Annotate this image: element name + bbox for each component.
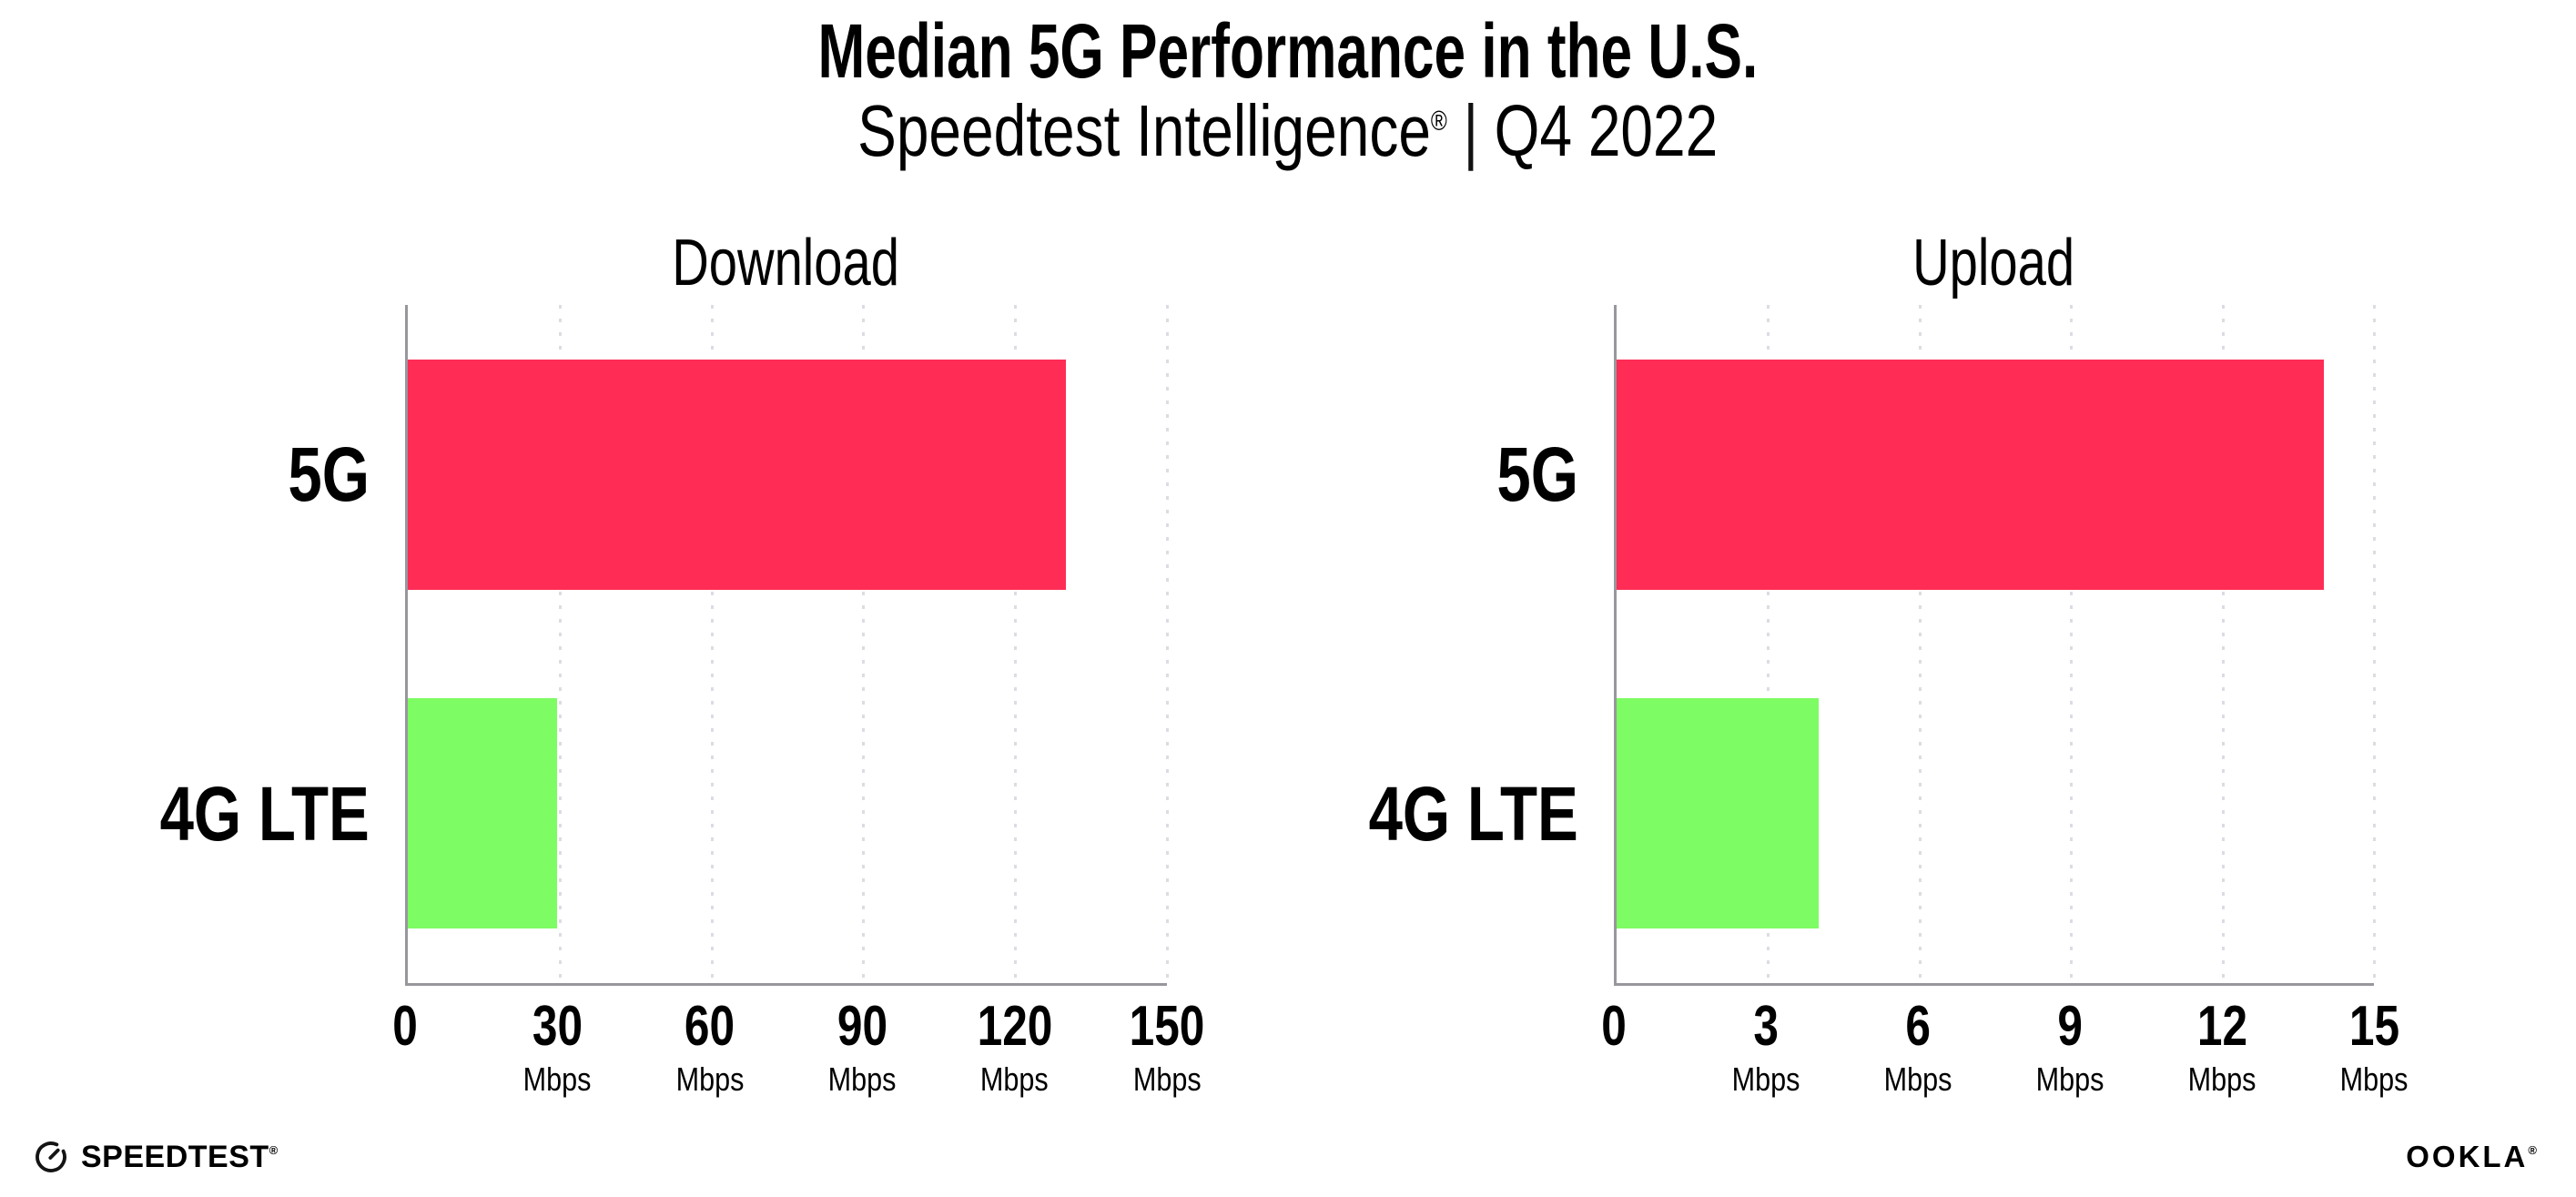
x-tick-unit: Mbps: [1883, 1060, 1952, 1099]
x-tick-90: 90 Mbps: [822, 997, 902, 1098]
x-tick-unit: Mbps: [1132, 1060, 1202, 1099]
upload-chart-title: Upload: [1614, 218, 2374, 305]
gridline: [2221, 305, 2225, 983]
speedtest-wordmark-text: SPEEDTEST: [81, 1140, 269, 1174]
page-subtitle-text: Speedtest Intelligence® | Q4 2022: [857, 91, 1718, 171]
upload-chart: Upload 5G 4G LTE 0 3 Mbps 6 Mbps 9 Mbps 12 Mbps 15…: [1369, 218, 2409, 1129]
x-tick-value: 9: [2057, 995, 2083, 1058]
x-tick-15: 15 Mbps: [2334, 997, 2414, 1098]
bar-4g-lte: [408, 698, 558, 929]
ookla-logo: OOKLA®: [2406, 1141, 2540, 1172]
speedtest-registered-icon: ®: [269, 1143, 279, 1157]
ookla-registered-icon: ®: [2528, 1143, 2540, 1157]
x-tick-value: 12: [2196, 995, 2247, 1058]
gridline: [710, 305, 714, 983]
page-subtitle: Speedtest Intelligence® | Q4 2022: [0, 91, 2576, 171]
x-tick-9: 9 Mbps: [2030, 997, 2110, 1098]
x-tick-unit: Mbps: [2035, 1060, 2104, 1099]
x-tick-60: 60 Mbps: [670, 997, 750, 1098]
upload-chart-title-text: Upload: [1912, 227, 2075, 299]
x-tick-unit: Mbps: [675, 1060, 745, 1099]
x-tick-value: 0: [392, 995, 418, 1058]
x-tick-unit: Mbps: [980, 1060, 1049, 1099]
category-label-5g: 5G: [1496, 431, 1578, 518]
x-tick-value: 60: [685, 995, 735, 1058]
x-tick-value: 150: [1129, 995, 1205, 1058]
x-tick-value: 0: [1601, 995, 1627, 1058]
upload-x-axis: 0 3 Mbps 6 Mbps 9 Mbps 12 Mbps 15 Mbps: [1601, 988, 2408, 1124]
subtitle-period: Q4 2022: [1495, 90, 1719, 171]
subtitle-brand: Speedtest Intelligence: [857, 90, 1432, 171]
category-label-5g: 5G: [288, 431, 370, 518]
page-title-text: Median 5G Performance in the U.S.: [817, 8, 1759, 94]
x-tick-120: 120 Mbps: [968, 997, 1061, 1098]
registered-trademark-icon: ®: [1431, 106, 1448, 137]
gridline: [1166, 305, 1169, 983]
x-tick-unit: Mbps: [522, 1060, 592, 1099]
speedtest-wordmark: SPEEDTEST®: [81, 1141, 279, 1172]
ookla-wordmark-text: OOKLA: [2406, 1140, 2529, 1173]
download-x-axis: 0 30 Mbps 60 Mbps 90 Mbps 120 Mbps 150 Mbps: [392, 988, 1204, 1124]
x-tick-unit: Mbps: [827, 1060, 897, 1099]
x-tick-6: 6 Mbps: [1878, 997, 1958, 1098]
x-tick-unit: Mbps: [1731, 1060, 1800, 1099]
category-label-4g-lte: 4G LTE: [159, 770, 370, 857]
page-title: Median 5G Performance in the U.S.: [0, 8, 2576, 94]
gridline: [1918, 305, 1922, 983]
x-tick-value: 90: [837, 995, 887, 1058]
x-tick-value: 120: [977, 995, 1052, 1058]
speedtest-logo: SPEEDTEST®: [33, 1139, 279, 1175]
x-tick-12: 12 Mbps: [2182, 997, 2262, 1098]
gridline: [2373, 305, 2376, 983]
download-chart: Download 5G 4G LTE 0 30 Mbps 60 Mbps 90 Mbps 120…: [160, 218, 1205, 1129]
bar-5g: [408, 359, 1066, 590]
upload-plot-area: 5G 4G LTE: [1369, 305, 2376, 986]
gridline: [862, 305, 866, 983]
gridline: [1014, 305, 1018, 983]
download-chart-title: Download: [405, 218, 1167, 305]
speedometer-gauge-icon: [35, 1141, 66, 1172]
x-tick-0: 0: [1598, 997, 1629, 1056]
x-tick-0: 0: [390, 997, 421, 1056]
x-tick-150: 150 Mbps: [1120, 997, 1213, 1098]
x-tick-30: 30 Mbps: [517, 997, 597, 1098]
x-tick-3: 3 Mbps: [1726, 997, 1806, 1098]
x-tick-unit: Mbps: [2187, 1060, 2257, 1099]
x-tick-value: 6: [1905, 995, 1931, 1058]
gridline: [1767, 305, 1770, 983]
x-tick-value: 30: [532, 995, 583, 1058]
x-tick-unit: Mbps: [2339, 1060, 2409, 1099]
download-plot-area: 5G 4G LTE: [160, 305, 1169, 986]
x-tick-value: 15: [2348, 995, 2399, 1058]
download-chart-title-text: Download: [672, 227, 900, 299]
gridline: [2070, 305, 2074, 983]
bar-5g: [1617, 359, 2324, 590]
x-tick-value: 3: [1753, 995, 1779, 1058]
subtitle-separator: |: [1463, 90, 1479, 171]
gridline: [558, 305, 562, 983]
category-label-4g-lte: 4G LTE: [1368, 770, 1578, 857]
bar-4g-lte: [1617, 698, 1819, 929]
